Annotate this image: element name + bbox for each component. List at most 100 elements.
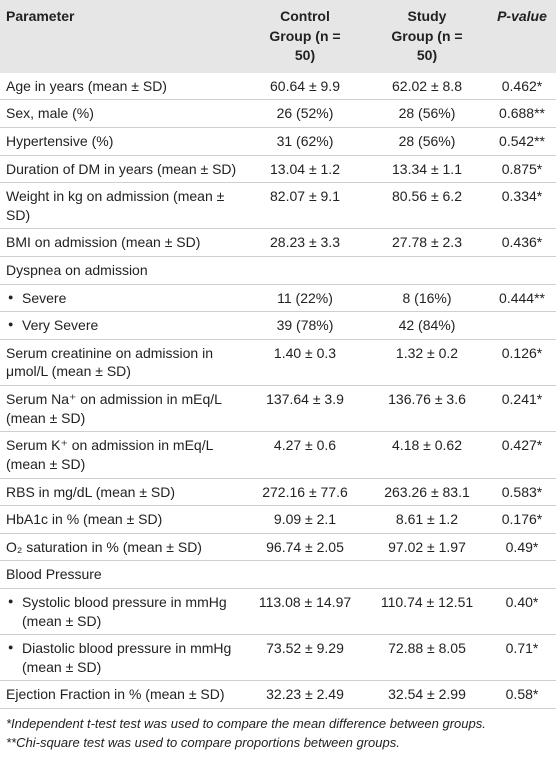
header-cell: Study Group (n = 50) (366, 0, 488, 73)
value-cell: 27.78 ± 2.3 (366, 228, 488, 258)
value-cell: 110.74 ± 12.51 (366, 588, 488, 636)
table-row: Ejection Fraction in % (mean ± SD) 32.23 … (0, 680, 556, 710)
value-cell: 0.444** (488, 284, 556, 313)
table-row: Diastolic blood pressure in mmHg (mean ±… (0, 634, 556, 682)
parameter-cell: Serum creatinine on admission in μmol/L … (0, 339, 244, 387)
table-body: Age in years (mean ± SD) 60.64 ± 9.9 62.02… (0, 72, 556, 710)
value-cell (488, 256, 556, 285)
value-cell: 0.583* (488, 478, 556, 507)
group-cell: Blood Pressure (0, 560, 244, 589)
value-cell: 60.64 ± 9.9 (244, 72, 366, 101)
value-cell: 4.18 ± 0.62 (366, 431, 488, 479)
parameter-cell: Age in years (mean ± SD) (0, 72, 244, 101)
parameter-cell: Duration of DM in years (mean ± SD) (0, 155, 244, 184)
header-cell: Parameter (0, 0, 244, 73)
parameter-cell: Sex, male (%) (0, 99, 244, 128)
value-cell (488, 560, 556, 589)
parameter-cell: HbA1c in % (mean ± SD) (0, 505, 244, 534)
parameter-cell: Serum Na⁺ on admission in mEq/L (mean ± … (0, 385, 244, 433)
value-cell: 0.462* (488, 72, 556, 101)
value-cell: 0.427* (488, 431, 556, 479)
table-row: Duration of DM in years (mean ± SD) 13.04… (0, 155, 556, 184)
parameter-cell: RBS in mg/dL (mean ± SD) (0, 478, 244, 507)
value-cell (366, 560, 488, 589)
table-row: Serum creatinine on admission in μmol/L … (0, 339, 556, 387)
value-cell (366, 256, 488, 285)
table-row: HbA1c in % (mean ± SD) 9.09 ± 2.1 8.61 ± 1… (0, 505, 556, 534)
value-cell: 11 (22%) (244, 284, 366, 313)
value-cell: 0.241* (488, 385, 556, 433)
value-cell: 0.875* (488, 155, 556, 184)
value-cell (488, 311, 556, 340)
footnote: **Chi-square test was used to compare pr… (6, 734, 400, 750)
table-row: Serum K⁺ on admission in mEq/L (mean ± S… (0, 431, 556, 479)
value-cell: 73.52 ± 9.29 (244, 634, 366, 682)
value-cell: 0.40* (488, 588, 556, 636)
parameter-cell: Systolic blood pressure in mmHg (mean ± … (0, 588, 244, 636)
value-cell: 62.02 ± 8.8 (366, 72, 488, 101)
value-cell: 0.71* (488, 634, 556, 682)
value-cell: 42 (84%) (366, 311, 488, 340)
parameter-cell: Serum K⁺ on admission in mEq/L (mean ± S… (0, 431, 244, 479)
value-cell: 4.27 ± 0.6 (244, 431, 366, 479)
table-row: Sex, male (%) 26 (52%) 28 (56%) 0.688** (0, 99, 556, 128)
value-cell: 32.23 ± 2.49 (244, 680, 366, 710)
group-row: Blood Pressure (0, 560, 556, 589)
table-header: Parameter Control Group (n = 50) Study G… (0, 0, 556, 73)
table-row: Weight in kg on admission (mean ± SD) 82.… (0, 182, 556, 230)
value-cell: 96.74 ± 2.05 (244, 533, 366, 562)
header-cell: P-value (488, 0, 556, 73)
parameter-cell: Hypertensive (%) (0, 127, 244, 156)
value-cell: 0.126* (488, 339, 556, 387)
parameter-cell: Ejection Fraction in % (mean ± SD) (0, 680, 244, 710)
group-row: Dyspnea on admission (0, 256, 556, 285)
parameter-cell: BMI on admission (mean ± SD) (0, 228, 244, 258)
value-cell: 1.40 ± 0.3 (244, 339, 366, 387)
value-cell: 39 (78%) (244, 311, 366, 340)
value-cell: 13.34 ± 1.1 (366, 155, 488, 184)
group-cell: Dyspnea on admission (0, 256, 244, 285)
data-table: Parameter Control Group (n = 50) Study G… (0, 0, 556, 709)
value-cell: 13.04 ± 1.2 (244, 155, 366, 184)
parameter-cell: Very Severe (0, 311, 244, 340)
value-cell: 8.61 ± 1.2 (366, 505, 488, 534)
value-cell: 0.49* (488, 533, 556, 562)
value-cell: 0.58* (488, 680, 556, 710)
value-cell: 272.16 ± 77.6 (244, 478, 366, 507)
table-row: Hypertensive (%) 31 (62%) 28 (56%) 0.542** (0, 127, 556, 156)
table-row: BMI on admission (mean ± SD) 28.23 ± 3.3 2… (0, 228, 556, 258)
value-cell: 0.542** (488, 127, 556, 156)
table-row: Serum Na⁺ on admission in mEq/L (mean ± … (0, 385, 556, 433)
value-cell: 28.23 ± 3.3 (244, 228, 366, 258)
header-row: Parameter Control Group (n = 50) Study G… (0, 0, 556, 73)
value-cell: 113.08 ± 14.97 (244, 588, 366, 636)
value-cell: 26 (52%) (244, 99, 366, 128)
value-cell: 80.56 ± 6.2 (366, 182, 488, 230)
value-cell: 8 (16%) (366, 284, 488, 313)
value-cell: 28 (56%) (366, 99, 488, 128)
parameter-cell: O₂ saturation in % (mean ± SD) (0, 533, 244, 562)
table-row: Systolic blood pressure in mmHg (mean ± … (0, 588, 556, 636)
table-row: RBS in mg/dL (mean ± SD) 272.16 ± 77.6 263… (0, 478, 556, 507)
value-cell: 82.07 ± 9.1 (244, 182, 366, 230)
parameter-cell: Weight in kg on admission (mean ± SD) (0, 182, 244, 230)
value-cell: 0.436* (488, 228, 556, 258)
value-cell: 1.32 ± 0.2 (366, 339, 488, 387)
parameter-cell: Diastolic blood pressure in mmHg (mean ±… (0, 634, 244, 682)
value-cell (244, 256, 366, 285)
value-cell: 32.54 ± 2.99 (366, 680, 488, 710)
value-cell: 137.64 ± 3.9 (244, 385, 366, 433)
footnotes: *Independent t-test test was used to com… (0, 709, 556, 753)
value-cell: 136.76 ± 3.6 (366, 385, 488, 433)
value-cell: 0.688** (488, 99, 556, 128)
parameter-cell: Severe (0, 284, 244, 313)
header-cell: Control Group (n = 50) (244, 0, 366, 73)
value-cell: 0.176* (488, 505, 556, 534)
table-row: Age in years (mean ± SD) 60.64 ± 9.9 62.02… (0, 72, 556, 101)
value-cell: 263.26 ± 83.1 (366, 478, 488, 507)
value-cell (244, 560, 366, 589)
footnote: *Independent t-test test was used to com… (6, 716, 486, 732)
value-cell: 0.334* (488, 182, 556, 230)
